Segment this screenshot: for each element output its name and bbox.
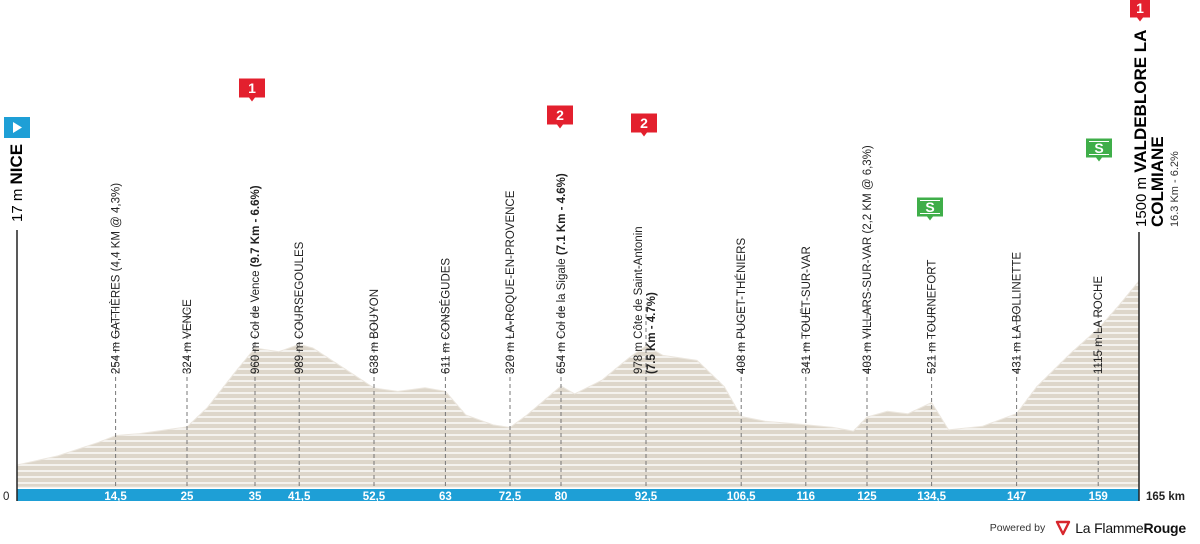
waypoint-label: 341 m TOUËT-SUR-VAR [801,246,813,374]
start-flag-arrow [13,122,22,133]
waypoint-label: 978 m Côte de Saint-Antonin(7.5 Km - 4.7… [633,226,658,374]
km-marker-label: 80 [555,491,568,503]
waypoint-label: 320 m LA-ROQUE-EN-PROVENCE [505,190,517,374]
badge-label: S [925,199,934,215]
start-altitude: 17 m [9,184,26,222]
distance-bar [17,489,1139,501]
waypoint-label-text: 611 m CONSÉGUDES [439,258,452,374]
footer: Powered by La Flamme Rouge [990,520,1186,536]
start-city: NICE [7,144,26,185]
badge-shape [239,78,265,102]
badge-shape [631,113,657,137]
km-marker-label: 116 [797,491,816,503]
flame-rouge-icon [1056,520,1071,536]
waypoint-label-text: 320 m LA-ROQUE-EN-PROVENCE [505,190,517,374]
finish-city: VALDEBLORE LA [1131,30,1150,173]
climb-detail: (9.7 Km - 6.6%) [250,185,262,267]
waypoint-label: 408 m PUGET-THÉNIERS [735,238,748,374]
powered-by-text: Powered by [989,522,1046,534]
km-marker-label: 63 [439,491,452,503]
finish-city: COLMIANE [1148,136,1167,227]
waypoint-label: 254 m GATTIÈRES (4,4 KM @ 4,3%) [110,183,123,374]
waypoint-label: 521 m TOURNEFORT [927,260,939,374]
badge-label: 1 [248,80,256,96]
km-marker-label: 52,5 [363,491,386,503]
badge-shape [1130,0,1150,22]
finish-altitude: 1500 m [1133,173,1150,227]
kom-badge: 1 [1130,0,1150,22]
badge-shape [1086,138,1112,162]
brand-logo: La Flamme Rouge [1055,520,1186,536]
km-marker-label: 25 [181,491,194,503]
waypoint-label-text: 638 m BOUYON [369,289,381,374]
waypoint-label-text: 1115 m LA ROCHE [1093,276,1105,374]
waypoint-label-text: 989 m COURSEGOULES [294,241,306,374]
brand-name-bold: Rouge [1143,520,1186,536]
km-marker-label: 35 [249,491,262,503]
km-marker-label: 147 [1007,491,1026,503]
waypoint-label-text: 254 m GATTIÈRES (4,4 KM @ 4,3%) [110,183,123,374]
badge-label: 2 [640,115,648,131]
waypoint-label-text: 978 m Côte de Saint-Antonin [633,226,645,374]
sprint-badge: S [917,197,943,221]
start-flag-icon [4,117,30,138]
x-axis-end-label: 165 km [1146,491,1185,503]
waypoint-label: 403 m VILLARS-SUR-VAR (2,2 KM @ 6,3%) [862,145,874,374]
waypoint-label: 611 m CONSÉGUDES [439,258,452,374]
km-marker-label: 72,5 [499,491,522,503]
profile-outline [16,279,1140,488]
waypoint-label-text: 341 m TOUËT-SUR-VAR [801,246,813,374]
km-marker-label: 106,5 [727,491,756,503]
waypoint-label: 989 m COURSEGOULES [294,241,306,374]
waypoint-label: 1115 m LA ROCHE [1093,276,1105,374]
km-marker-label: 159 [1089,491,1108,503]
start-label: 17 m NICE [7,144,26,222]
climb-detail: (7.5 Km - 4.7%) [646,292,658,374]
waypoint-label: 654 m Col de la Sigale (7.1 Km - 4.6%) [556,173,568,374]
waypoint-label: 638 m BOUYON [369,289,381,374]
badge-shape [917,197,943,221]
waypoint-label-text: 521 m TOURNEFORT [927,260,939,374]
waypoint-label-text: 431 m LA BOLLINETTE [1012,252,1024,374]
waypoint-label: 431 m LA BOLLINETTE [1012,252,1024,374]
brand-name-regular: La Flamme [1075,520,1144,536]
waypoint-label-text: 960 m Col de Vence [250,267,262,374]
kom-badge: 2 [547,105,573,129]
finish-climb-detail: 16.3 Km - 6.2% [1169,151,1181,227]
finish-label: 1500 m VALDEBLORE LACOLMIANE 16.3 Km - 6.… [1131,30,1181,227]
climb-detail: (7.1 Km - 4.6%) [556,173,568,255]
waypoint-label-text: 408 m PUGET-THÉNIERS [735,238,748,374]
waypoint-label-text: 324 m VENCE [182,299,194,374]
x-axis-start-label: 0 [3,491,9,503]
waypoint-label-text: 654 m Col de la Sigale [556,255,568,374]
kom-badge: 2 [631,113,657,137]
waypoint-label-text: 403 m VILLARS-SUR-VAR (2,2 KM @ 6,3%) [862,145,874,374]
sprint-badge: S [1086,138,1112,162]
badge-label: S [1094,140,1103,156]
badge-shape [547,105,573,129]
km-marker-label: 14,5 [104,491,127,503]
badge-label: 2 [556,107,564,123]
kom-badge: 1 [239,78,265,102]
badge-label: 1 [1136,0,1144,16]
km-marker-label: 41,5 [288,491,311,503]
km-marker-label: 125 [857,491,877,503]
waypoint-label: 960 m Col de Vence (9.7 Km - 6.6%) [250,185,262,374]
waypoint-label: 324 m VENCE [182,299,194,374]
km-marker-label: 92,5 [635,491,658,503]
km-marker-label: 134,5 [917,491,946,503]
